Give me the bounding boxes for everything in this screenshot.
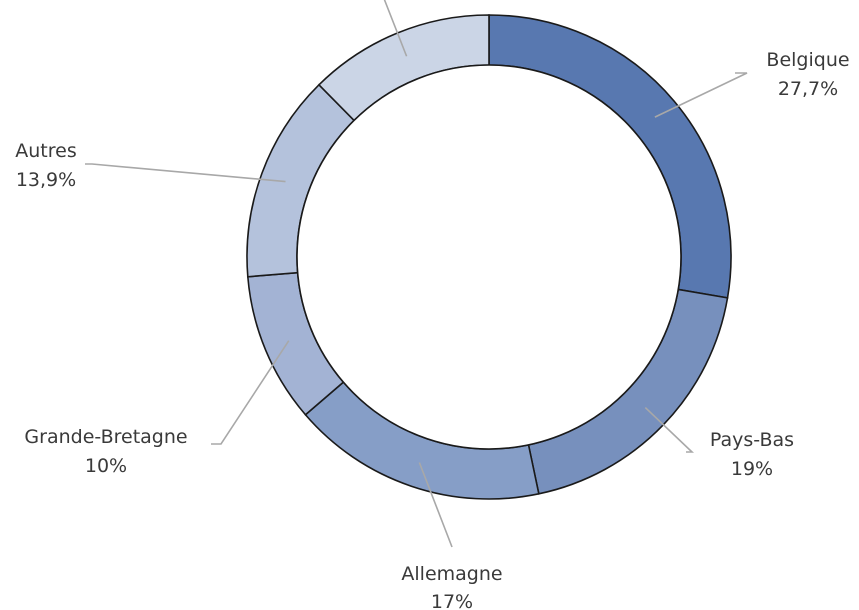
leader-line-grande-bretagne bbox=[211, 340, 290, 445]
leader-line-autres bbox=[85, 163, 286, 183]
slice-labels: Belgique 27,7% Pays-Bas 19% Allemagne 17% Gran… bbox=[15, 49, 849, 610]
value-label-belgique: 27,7% bbox=[778, 78, 838, 100]
value-label-pays-bas: 19% bbox=[731, 458, 773, 480]
leader-lines bbox=[85, 0, 748, 548]
value-label-autres: 13,9% bbox=[16, 169, 76, 191]
leader-line-allemagne bbox=[418, 462, 453, 548]
category-label-autres: Autres bbox=[15, 140, 76, 162]
category-label-grande-bretagne: Grande-Bretagne bbox=[24, 426, 187, 448]
leader-line-pays-bas bbox=[644, 406, 694, 453]
leader-line-belgique bbox=[654, 72, 748, 118]
category-label-pays-bas: Pays-Bas bbox=[710, 429, 794, 451]
donut-inner-edge bbox=[296, 64, 682, 450]
donut-slices bbox=[246, 14, 732, 500]
value-label-grande-bretagne: 10% bbox=[85, 455, 127, 477]
leader-line-unlabeled-5 bbox=[383, 0, 408, 57]
category-label-allemagne: Allemagne bbox=[401, 563, 502, 585]
category-label-belgique: Belgique bbox=[766, 49, 849, 71]
value-label-allemagne: 17% bbox=[431, 591, 473, 610]
